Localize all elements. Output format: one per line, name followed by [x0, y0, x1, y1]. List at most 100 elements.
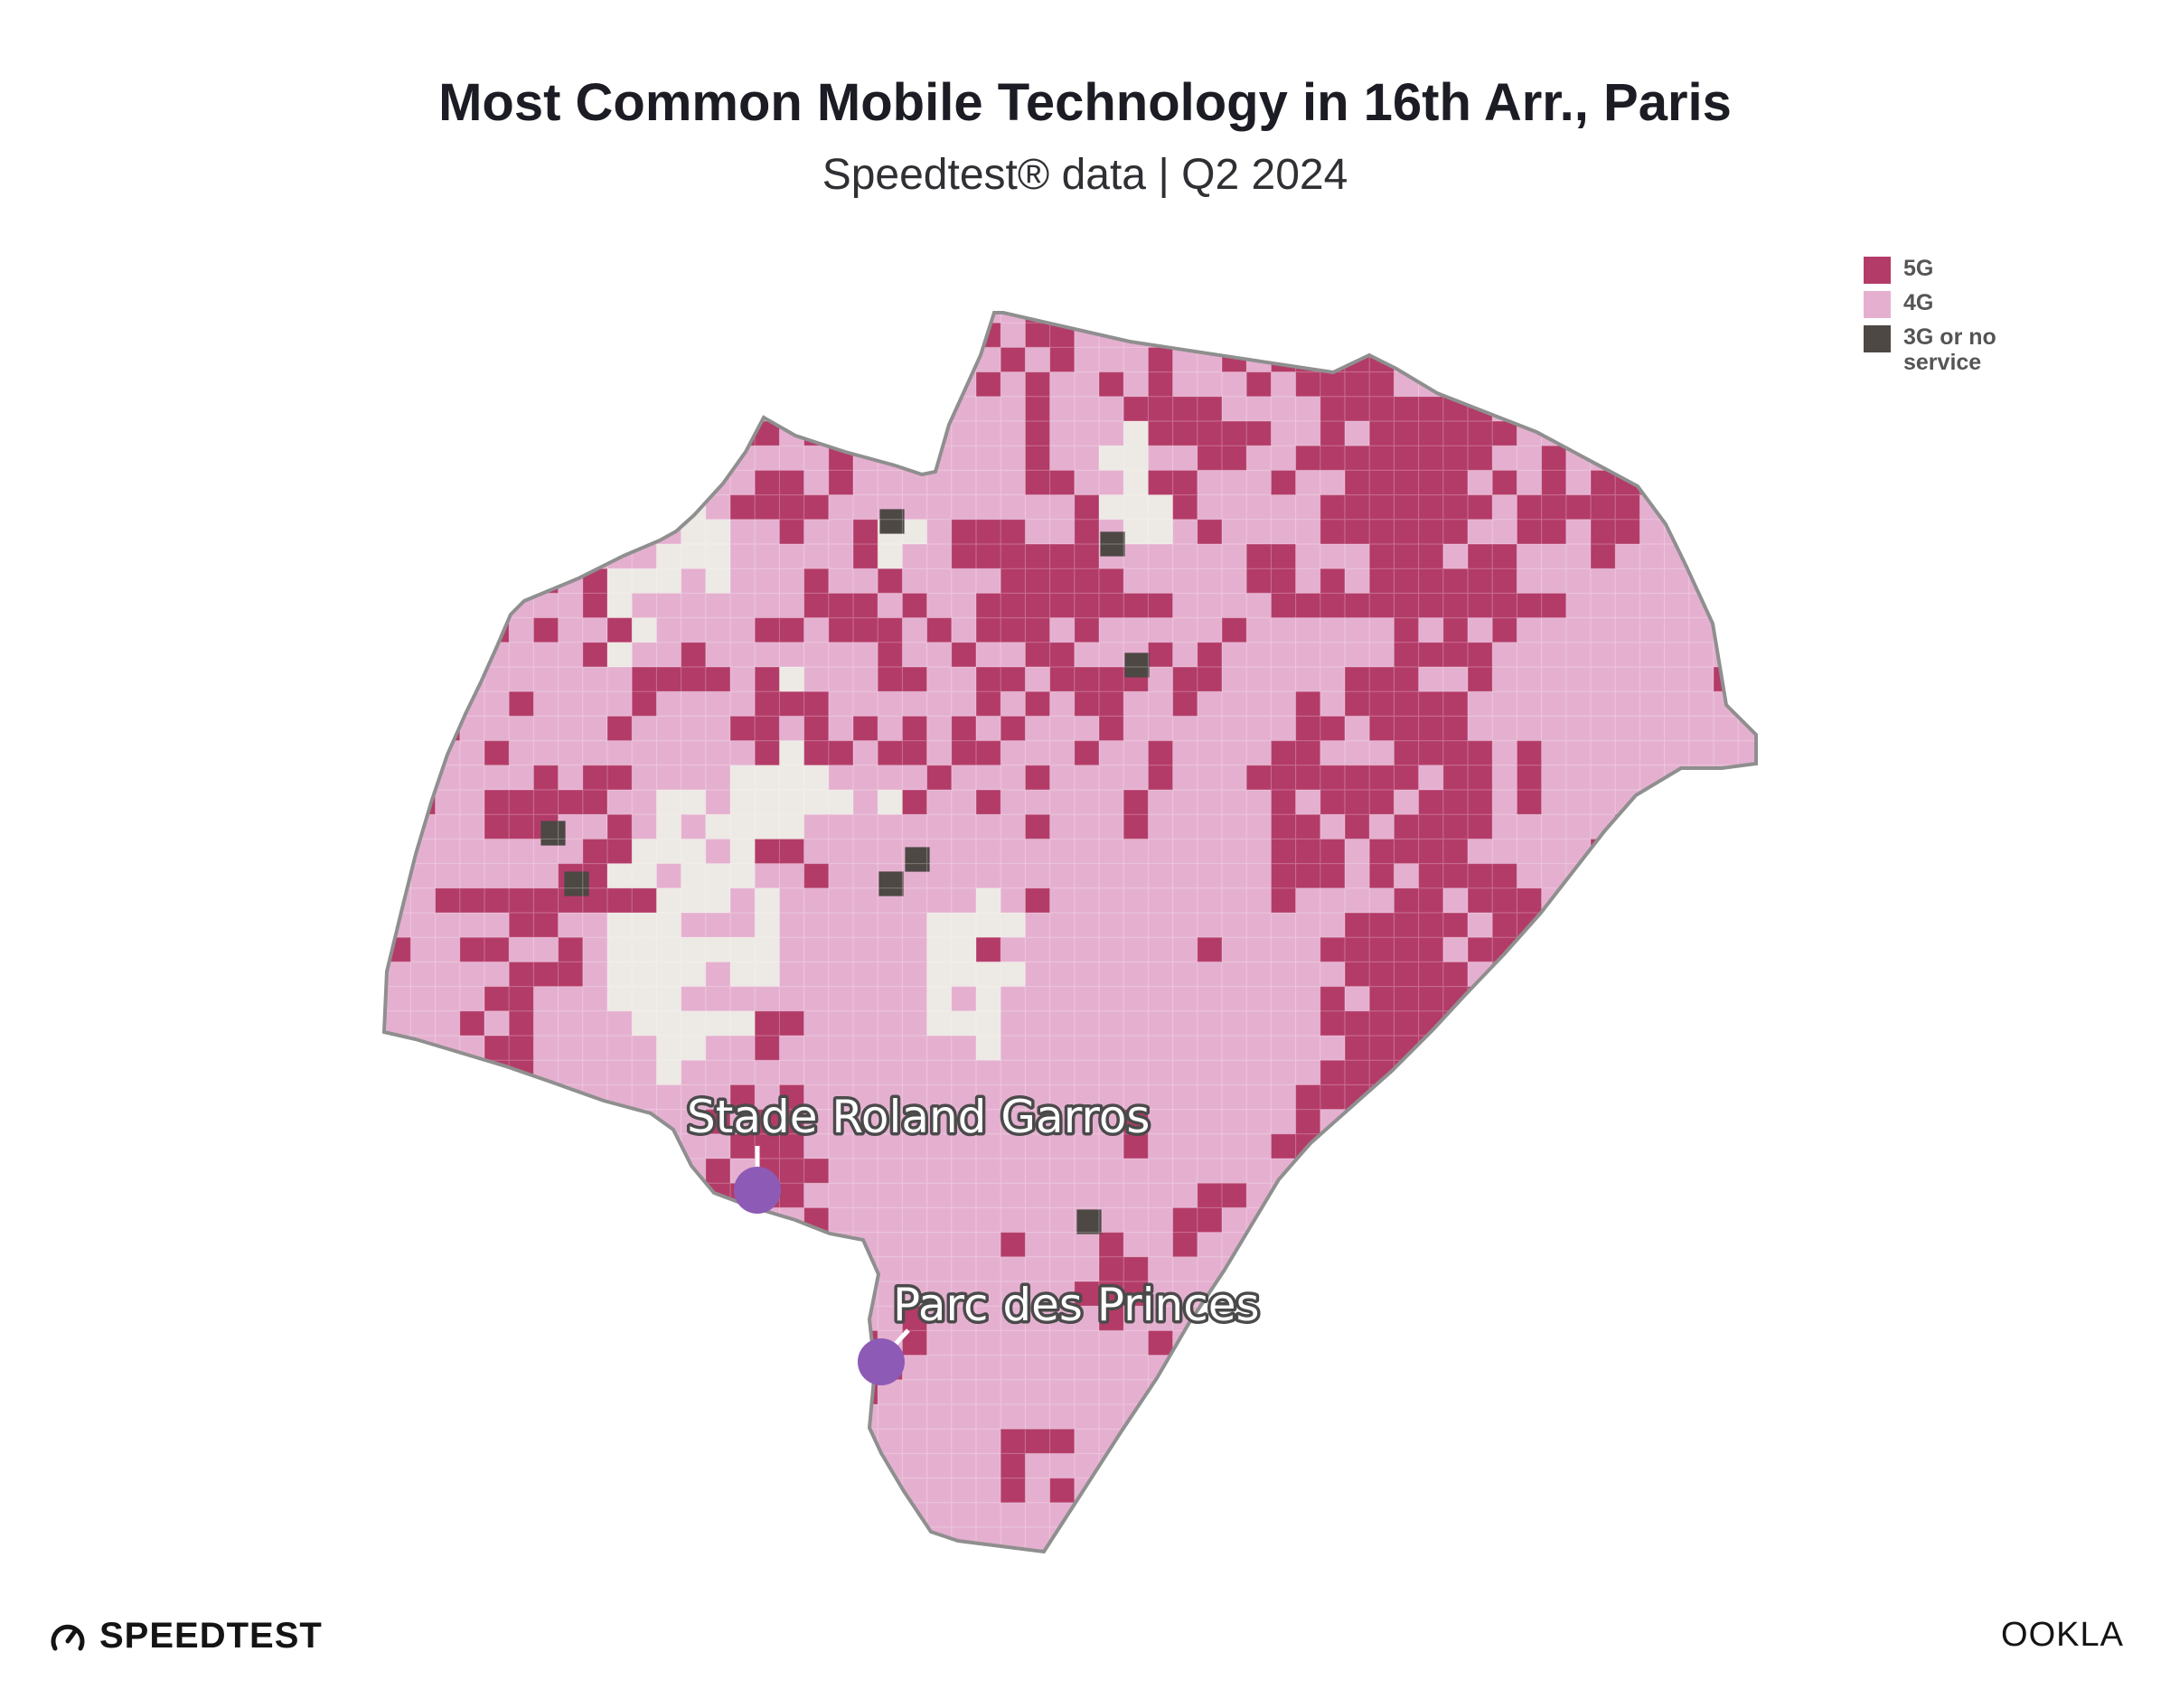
- roland-garros-marker[interactable]: [734, 1167, 781, 1214]
- coverage-cell: [755, 1232, 780, 1258]
- coverage-cell: [558, 986, 584, 1012]
- legend-label-4g: 4G: [1903, 290, 1934, 315]
- coverage-cell: [705, 1330, 731, 1356]
- coverage-cell: [1246, 814, 1272, 840]
- coverage-cell: [1369, 814, 1395, 840]
- coverage-cell: [459, 313, 485, 324]
- coverage-cell: [509, 937, 534, 962]
- coverage-cell: [533, 313, 559, 324]
- coverage-cell: [1197, 568, 1223, 594]
- coverage-cell: [976, 814, 1001, 840]
- coverage-cell: [459, 691, 485, 717]
- coverage-cell: [459, 1256, 485, 1282]
- coverage-cell: [1394, 617, 1420, 643]
- no-service-cell: [564, 871, 589, 896]
- coverage-cell: [1148, 544, 1174, 569]
- coverage-cell: [1123, 396, 1149, 422]
- coverage-cell: [828, 1281, 854, 1307]
- coverage-cell: [803, 1355, 830, 1381]
- coverage-cell: [976, 1281, 1001, 1307]
- coverage-cell: [803, 1256, 830, 1282]
- coverage-cell: [435, 986, 461, 1012]
- coverage-cell: [1688, 1256, 1714, 1282]
- coverage-cell: [1492, 1379, 1517, 1405]
- coverage-cell: [1394, 544, 1420, 569]
- landmark-roland-garros[interactable]: Stade Roland Garros: [684, 1088, 1153, 1214]
- coverage-cell: [1025, 1330, 1051, 1356]
- landmark-parc-des-princes[interactable]: Parc des Princes: [858, 1276, 1263, 1385]
- coverage-cell: [1099, 1379, 1124, 1405]
- coverage-cell: [1222, 446, 1247, 471]
- coverage-cell: [878, 568, 903, 594]
- coverage-cell: [1345, 568, 1370, 594]
- coverage-cell: [1714, 790, 1739, 815]
- coverage-cell: [1394, 1159, 1420, 1184]
- coverage-cell: [656, 814, 682, 840]
- coverage-cell: [1591, 740, 1616, 766]
- coverage-cell: [1688, 396, 1714, 422]
- coverage-cell: [705, 1281, 731, 1307]
- coverage-cell: [1591, 1256, 1616, 1282]
- coverage-cell: [828, 1478, 854, 1504]
- coverage-cell: [1099, 568, 1124, 594]
- coverage-cell: [1418, 470, 1444, 496]
- coverage-cell: [1369, 691, 1395, 717]
- coverage-cell: [1762, 814, 1788, 840]
- coverage-cell: [1517, 1306, 1543, 1331]
- coverage-cell: [1025, 667, 1051, 692]
- coverage-cell: [755, 962, 780, 988]
- coverage-cell: [1468, 1552, 1493, 1577]
- coverage-cell: [607, 913, 633, 938]
- coverage-cell: [1565, 593, 1592, 619]
- coverage-cell: [1345, 421, 1370, 446]
- coverage-cell: [1615, 1133, 1640, 1159]
- coverage-cell: [533, 887, 559, 914]
- coverage-cell: [1468, 1379, 1493, 1405]
- coverage-cell: [1394, 1306, 1420, 1331]
- coverage-cell: [1369, 1379, 1395, 1405]
- coverage-cell: [730, 1256, 756, 1282]
- coverage-cell: [1615, 863, 1640, 889]
- coverage-cell: [1639, 642, 1666, 668]
- coverage-cell: [582, 446, 608, 471]
- coverage-cell: [705, 1429, 731, 1454]
- coverage-cell: [1664, 887, 1690, 914]
- coverage-cell: [384, 1159, 387, 1184]
- coverage-cell: [681, 1036, 707, 1061]
- coverage-cell: [1295, 1232, 1321, 1258]
- coverage-cell: [533, 617, 559, 643]
- coverage-cell: [582, 1010, 608, 1037]
- coverage-cell: [1565, 1256, 1592, 1282]
- coverage-cell: [1639, 1183, 1666, 1208]
- coverage-cell: [1074, 1429, 1100, 1454]
- coverage-cell: [1075, 1552, 1100, 1577]
- coverage-cell: [1295, 1084, 1321, 1111]
- coverage-cell: [681, 790, 707, 815]
- coverage-cell: [435, 1306, 461, 1331]
- coverage-cell: [976, 667, 1001, 692]
- coverage-cell: [484, 1133, 510, 1159]
- coverage-cell: [1172, 593, 1198, 619]
- coverage-cell: [1565, 470, 1592, 496]
- coverage-cell: [484, 593, 510, 619]
- coverage-cell: [1762, 397, 1788, 422]
- coverage-cell: [384, 790, 387, 815]
- coverage-cell: [1222, 593, 1247, 619]
- coverage-cell: [1615, 1256, 1640, 1282]
- coverage-cell: [1320, 1133, 1346, 1159]
- coverage-cell: [779, 1453, 805, 1479]
- coverage-cell: [1688, 691, 1714, 717]
- coverage-cell: [656, 913, 682, 938]
- coverage-cell: [484, 1207, 510, 1234]
- parc-des-princes-marker[interactable]: [858, 1338, 905, 1385]
- coverage-cell: [386, 568, 411, 594]
- coverage-cell: [1541, 1306, 1567, 1331]
- coverage-cell: [1639, 544, 1666, 569]
- coverage-cell: [435, 1183, 461, 1208]
- coverage-cell: [484, 1036, 510, 1061]
- coverage-cell: [926, 913, 953, 938]
- coverage-cell: [533, 1429, 559, 1454]
- coverage-cell: [1517, 1478, 1543, 1504]
- coverage-cell: [1099, 470, 1124, 496]
- coverage-cell: [878, 1060, 903, 1085]
